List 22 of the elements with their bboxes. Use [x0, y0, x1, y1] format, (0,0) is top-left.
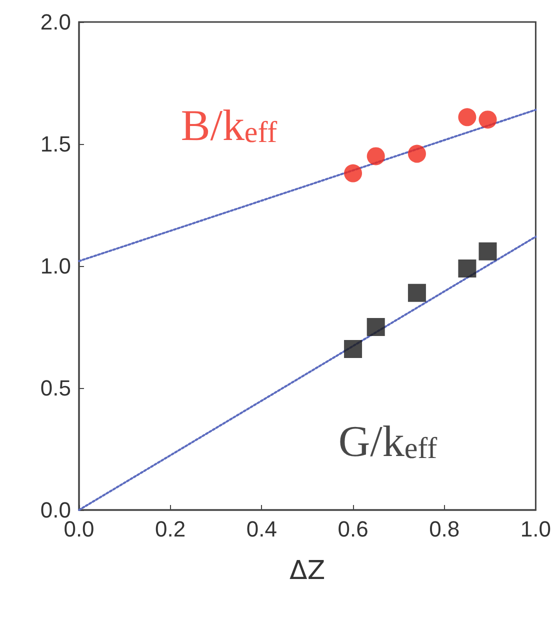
x-tick-label: 0.8 — [429, 516, 460, 542]
x-tick-label: 1.0 — [520, 516, 552, 542]
x-tick-label: 0.6 — [338, 516, 368, 542]
x-tick-label: 0.4 — [246, 516, 277, 542]
point — [478, 110, 497, 129]
y-tick-label: 1.5 — [40, 132, 71, 156]
point — [408, 284, 426, 302]
point — [458, 259, 476, 278]
y-tick-label: 2.0 — [40, 10, 71, 34]
series-label: B/keff — [180, 100, 278, 150]
y-tick-label: 1.0 — [40, 254, 71, 278]
series-label: G/keff — [338, 416, 438, 466]
point — [408, 144, 426, 163]
point — [344, 164, 362, 182]
point — [458, 108, 476, 126]
point — [344, 340, 362, 358]
x-axis-title: ΔZ — [290, 556, 326, 586]
y-tick-label: 0.5 — [40, 376, 71, 400]
point — [366, 318, 385, 336]
point — [366, 147, 385, 166]
point — [478, 242, 497, 260]
x-tick-label: 0.2 — [155, 516, 186, 542]
